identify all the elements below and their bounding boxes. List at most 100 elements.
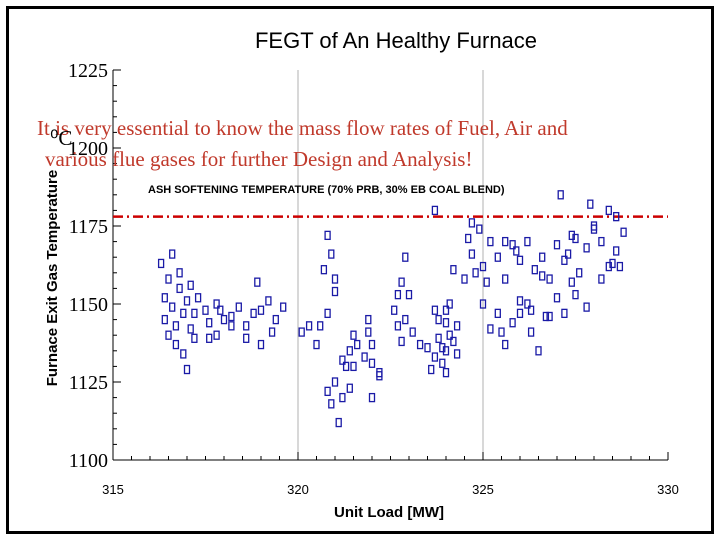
data-point	[328, 399, 335, 409]
data-point	[524, 299, 531, 309]
data-point	[431, 352, 439, 362]
data-point	[187, 324, 194, 334]
data-point	[220, 314, 228, 325]
data-point	[243, 321, 250, 331]
data-point	[509, 240, 516, 250]
y-axis-label: Furnace Exit Gas Temperature	[44, 170, 61, 386]
data-point	[350, 330, 357, 340]
data-point	[590, 221, 598, 231]
data-point	[398, 336, 405, 347]
data-point	[346, 383, 353, 393]
data-point	[531, 265, 538, 275]
data-point	[598, 236, 605, 247]
data-point	[450, 265, 457, 275]
data-point	[305, 321, 313, 331]
data-point	[298, 327, 305, 337]
data-point	[176, 283, 183, 294]
data-point	[516, 296, 524, 306]
data-point	[228, 311, 235, 322]
data-point	[435, 314, 442, 325]
data-point	[328, 249, 335, 259]
data-point	[557, 190, 564, 200]
data-point	[583, 302, 590, 312]
data-point	[605, 205, 612, 216]
data-point	[368, 358, 376, 368]
data-point	[191, 308, 198, 319]
data-point	[354, 339, 361, 350]
data-point	[453, 349, 461, 359]
data-point	[409, 327, 416, 337]
data-point	[609, 258, 616, 269]
data-point	[453, 321, 461, 331]
data-point	[183, 296, 191, 306]
data-point	[365, 314, 372, 325]
data-point	[346, 346, 353, 356]
y-tick-label: 1125	[69, 372, 108, 394]
data-point	[431, 305, 439, 315]
data-point	[342, 361, 350, 372]
data-point	[416, 339, 424, 350]
data-point	[161, 314, 168, 325]
data-point	[502, 274, 509, 284]
unit-label: ⁰C	[50, 126, 73, 150]
data-point	[368, 392, 376, 403]
data-point	[461, 274, 468, 284]
data-point	[479, 261, 487, 272]
data-point	[235, 302, 242, 312]
data-point	[213, 299, 220, 309]
data-point	[376, 367, 383, 378]
data-point	[169, 302, 176, 312]
data-point	[527, 305, 535, 315]
data-point	[194, 293, 202, 303]
data-point	[516, 308, 524, 319]
data-point	[228, 321, 235, 331]
data-point	[165, 274, 172, 284]
data-point	[191, 333, 198, 343]
data-point	[587, 199, 594, 209]
data-point	[172, 321, 180, 331]
data-point	[442, 367, 450, 378]
data-point	[476, 224, 483, 234]
data-point	[161, 293, 168, 303]
y-tick-label: 1175	[69, 216, 108, 238]
y-tick-label: 1225	[68, 60, 108, 82]
data-point	[213, 330, 220, 340]
data-point	[265, 296, 272, 306]
data-point	[257, 305, 265, 315]
data-point	[572, 289, 579, 300]
data-point	[442, 346, 450, 356]
data-point	[335, 417, 342, 428]
data-point	[206, 318, 213, 328]
y-tick-label: 1200	[68, 138, 108, 160]
data-point	[509, 318, 516, 328]
data-point	[620, 227, 627, 237]
data-point	[331, 377, 339, 387]
data-point	[439, 343, 446, 353]
data-point	[535, 346, 542, 356]
data-point	[613, 246, 620, 256]
data-point	[324, 230, 331, 241]
data-point	[169, 249, 176, 259]
data-point	[539, 252, 546, 262]
data-point	[442, 318, 450, 328]
x-tick-label: 330	[657, 482, 679, 497]
slide-frame	[6, 6, 714, 534]
data-point	[217, 305, 224, 315]
data-point	[561, 255, 568, 265]
data-point	[317, 321, 324, 331]
chart-title: FEGT of An Healthy Furnace	[255, 28, 537, 53]
data-point	[435, 333, 442, 343]
data-point	[331, 274, 339, 284]
data-point	[487, 324, 494, 334]
data-point	[502, 236, 509, 247]
data-point	[468, 249, 476, 259]
data-point	[472, 268, 479, 278]
data-point	[172, 339, 180, 350]
data-point	[468, 218, 476, 228]
y-tick-label: 1100	[69, 450, 108, 472]
data-point	[243, 333, 250, 343]
data-point	[394, 289, 402, 300]
data-point	[583, 243, 590, 253]
data-point	[598, 274, 605, 284]
data-point	[365, 327, 372, 337]
